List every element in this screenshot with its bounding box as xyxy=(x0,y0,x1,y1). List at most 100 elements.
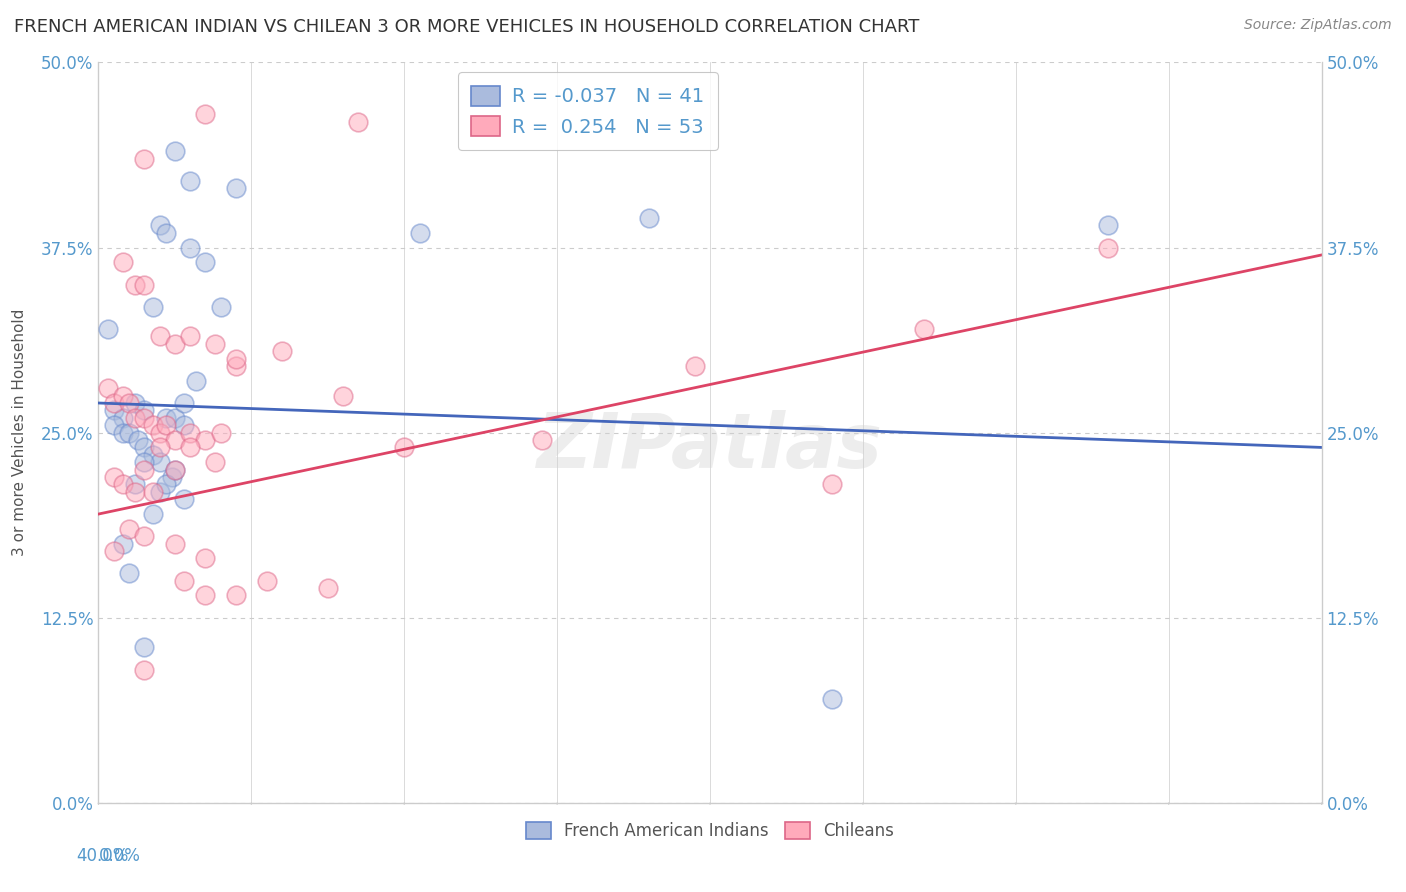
Point xyxy=(637,211,661,225)
Point xyxy=(142,507,165,521)
Point xyxy=(142,448,165,462)
Point xyxy=(173,492,195,507)
Point xyxy=(179,425,201,440)
Point xyxy=(163,145,186,159)
Point xyxy=(149,219,172,233)
Point xyxy=(1097,219,1119,233)
Point xyxy=(163,536,186,550)
Point xyxy=(173,418,195,433)
Point xyxy=(111,425,134,440)
Point xyxy=(103,470,125,484)
Point xyxy=(1097,240,1119,255)
Point xyxy=(225,181,247,195)
Point xyxy=(408,226,430,240)
Point xyxy=(163,462,186,476)
Point xyxy=(103,418,125,433)
Point xyxy=(134,403,156,417)
Point xyxy=(118,522,141,536)
Point xyxy=(225,589,247,603)
Point xyxy=(194,589,217,603)
Point xyxy=(124,277,146,292)
Point xyxy=(142,418,165,433)
Point xyxy=(142,484,165,499)
Point xyxy=(225,351,247,366)
Point xyxy=(173,574,195,588)
Point xyxy=(97,322,120,336)
Point xyxy=(225,359,247,373)
Point xyxy=(209,300,232,314)
Point xyxy=(103,396,125,410)
Point xyxy=(134,410,156,425)
Point xyxy=(530,433,553,447)
Point xyxy=(163,462,186,476)
Point xyxy=(163,433,186,447)
Point xyxy=(124,477,146,491)
Point xyxy=(155,226,177,240)
Point xyxy=(392,441,416,455)
Point xyxy=(316,581,339,595)
Point xyxy=(134,277,156,292)
Point xyxy=(160,470,183,484)
Point xyxy=(111,255,134,269)
Point xyxy=(111,410,134,425)
Text: FRENCH AMERICAN INDIAN VS CHILEAN 3 OR MORE VEHICLES IN HOUSEHOLD CORRELATION CH: FRENCH AMERICAN INDIAN VS CHILEAN 3 OR M… xyxy=(14,18,920,36)
Point xyxy=(134,663,156,677)
Point xyxy=(124,396,146,410)
Point xyxy=(194,433,217,447)
Point xyxy=(163,336,186,351)
Point xyxy=(149,425,172,440)
Point xyxy=(912,322,935,336)
Text: 0.0%: 0.0% xyxy=(98,847,141,865)
Point xyxy=(111,536,134,550)
Point xyxy=(163,410,186,425)
Point xyxy=(173,396,195,410)
Y-axis label: 3 or more Vehicles in Household: 3 or more Vehicles in Household xyxy=(13,309,27,557)
Point xyxy=(155,477,177,491)
Point xyxy=(204,336,226,351)
Point xyxy=(149,441,172,455)
Point xyxy=(186,374,208,388)
Point xyxy=(179,441,201,455)
Point xyxy=(134,152,156,166)
Point xyxy=(127,433,149,447)
Point xyxy=(118,566,141,581)
Point xyxy=(179,174,201,188)
Point xyxy=(347,114,370,128)
Point xyxy=(204,455,226,469)
Point xyxy=(134,462,156,476)
Point xyxy=(149,329,172,343)
Point xyxy=(111,388,134,402)
Point xyxy=(194,107,217,121)
Legend: French American Indians, Chileans: French American Indians, Chileans xyxy=(516,812,904,850)
Point xyxy=(124,484,146,499)
Point xyxy=(194,551,217,566)
Point xyxy=(134,529,156,543)
Point xyxy=(118,396,141,410)
Point xyxy=(142,300,165,314)
Point xyxy=(683,359,706,373)
Point xyxy=(194,255,217,269)
Point xyxy=(149,484,172,499)
Point xyxy=(134,441,156,455)
Point xyxy=(155,410,177,425)
Point xyxy=(103,544,125,558)
Point xyxy=(111,477,134,491)
Point xyxy=(179,240,201,255)
Text: ZIPatlas: ZIPatlas xyxy=(537,410,883,484)
Point xyxy=(97,381,120,395)
Point xyxy=(256,574,278,588)
Text: 40.0%: 40.0% xyxy=(76,847,129,865)
Point xyxy=(118,425,141,440)
Point xyxy=(332,388,354,402)
Point xyxy=(149,455,172,469)
Point xyxy=(155,418,177,433)
Point xyxy=(209,425,232,440)
Point xyxy=(179,329,201,343)
Point xyxy=(821,477,844,491)
Point xyxy=(134,455,156,469)
Point xyxy=(270,344,294,359)
Point xyxy=(124,410,146,425)
Text: Source: ZipAtlas.com: Source: ZipAtlas.com xyxy=(1244,18,1392,32)
Point xyxy=(103,403,125,417)
Point xyxy=(134,640,156,655)
